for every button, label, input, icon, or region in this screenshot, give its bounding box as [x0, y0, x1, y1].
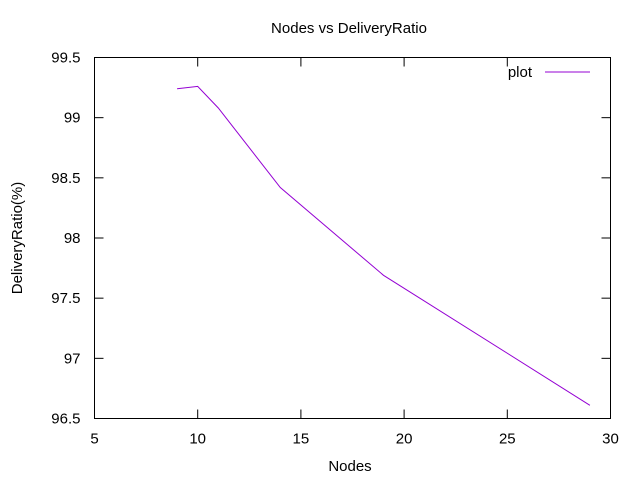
- x-tick-label: 10: [189, 431, 206, 448]
- chart-title: Nodes vs DeliveryRatio: [271, 20, 427, 37]
- x-axis-label: Nodes: [328, 458, 371, 475]
- y-tick-label: 98.5: [51, 170, 80, 187]
- y-axis-label: DeliveryRatio(%): [9, 182, 26, 295]
- y-tick-label: 96.5: [51, 411, 80, 428]
- x-tick-label: 25: [499, 431, 516, 448]
- plot-border: [94, 57, 611, 419]
- legend: plot: [508, 64, 590, 81]
- x-tick-label: 20: [396, 431, 413, 448]
- y-tick-label: 98: [64, 230, 81, 247]
- y-tick-label: 97.5: [51, 290, 80, 307]
- x-tick-label: 5: [90, 431, 98, 448]
- x-tick-label: 15: [293, 431, 310, 448]
- y-tick-label: 99: [64, 110, 81, 127]
- series-line: [177, 85, 591, 406]
- y-axis: 96.5 97 97.5 98 98.5 99 99.5: [51, 50, 611, 428]
- y-tick-label: 97: [64, 350, 81, 367]
- x-axis: 5 10 15 20 25 30: [90, 57, 619, 448]
- legend-label: plot: [508, 64, 533, 81]
- series-layer: [177, 85, 591, 406]
- y-tick-label: 99.5: [51, 50, 80, 67]
- x-tick-label: 30: [602, 431, 619, 448]
